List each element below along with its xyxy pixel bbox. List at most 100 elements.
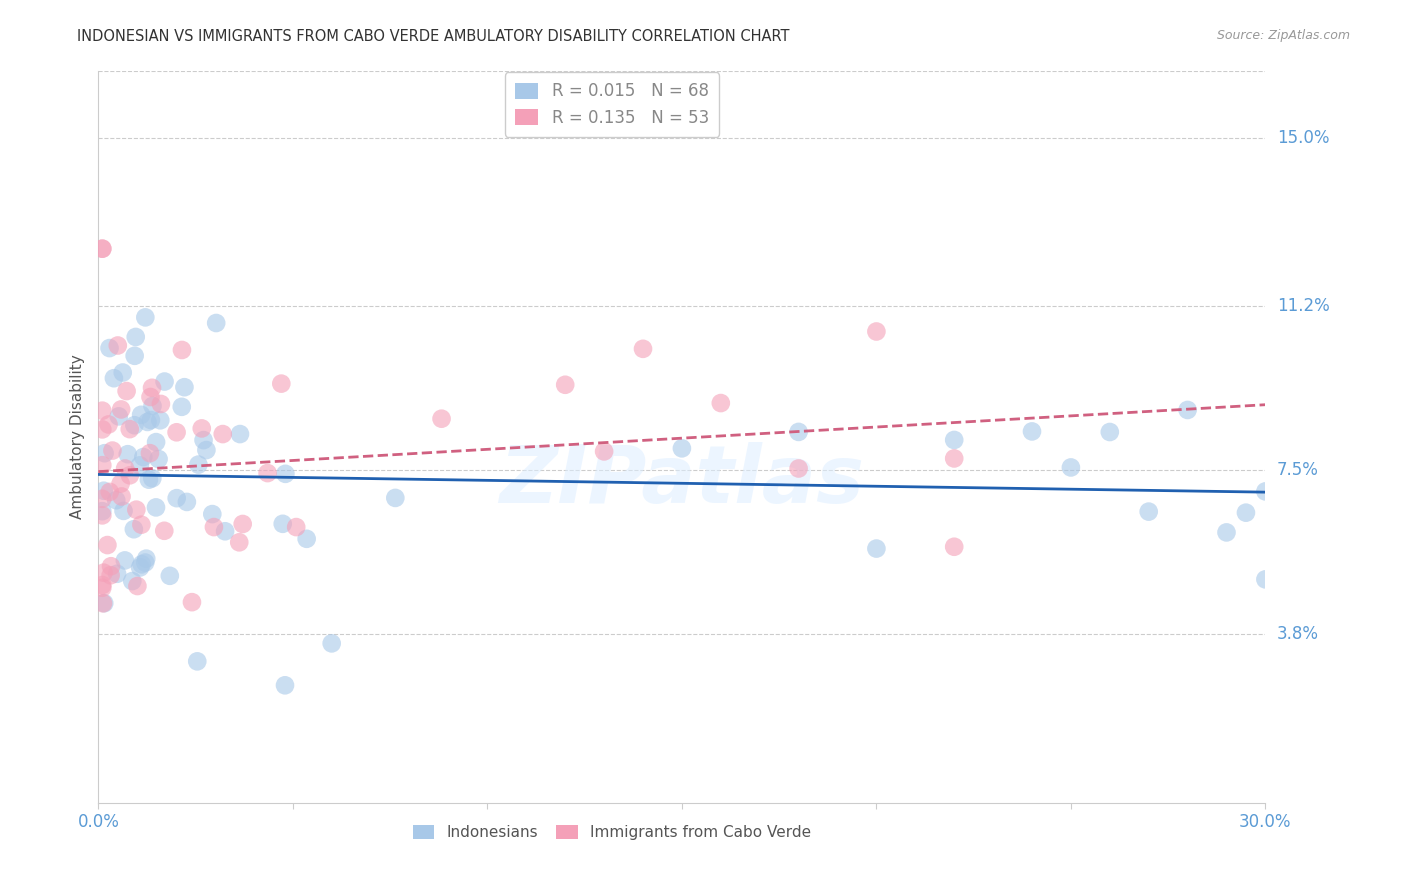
Point xyxy=(166,491,188,505)
Point xyxy=(229,427,252,442)
Point xyxy=(111,366,134,380)
Point xyxy=(270,376,292,391)
Point xyxy=(91,491,114,506)
Point xyxy=(93,483,115,498)
Point xyxy=(153,375,176,389)
Point xyxy=(191,421,214,435)
Point xyxy=(110,476,132,491)
Text: 11.2%: 11.2% xyxy=(1277,297,1330,315)
Point xyxy=(128,458,150,473)
Point xyxy=(91,581,114,595)
Point xyxy=(865,325,887,339)
Point xyxy=(112,504,135,518)
Point xyxy=(103,371,125,385)
Point xyxy=(127,579,149,593)
Point xyxy=(100,568,122,582)
Point xyxy=(131,517,153,532)
Point xyxy=(117,447,139,461)
Legend: Indonesians, Immigrants from Cabo Verde: Indonesians, Immigrants from Cabo Verde xyxy=(406,819,817,847)
Point xyxy=(384,491,406,505)
Point xyxy=(141,399,163,413)
Point xyxy=(149,413,172,427)
Point xyxy=(136,415,159,429)
Point xyxy=(170,400,193,414)
Point xyxy=(176,495,198,509)
Point xyxy=(228,535,250,549)
Point xyxy=(105,566,128,581)
Point xyxy=(271,516,294,531)
Point xyxy=(148,452,170,467)
Point xyxy=(139,446,162,460)
Point xyxy=(153,524,176,538)
Point xyxy=(181,595,204,609)
Point xyxy=(159,569,181,583)
Point xyxy=(943,540,966,554)
Point xyxy=(205,316,228,330)
Point xyxy=(201,507,224,521)
Point xyxy=(139,390,162,404)
Point xyxy=(118,468,141,483)
Text: 15.0%: 15.0% xyxy=(1277,128,1330,147)
Point xyxy=(124,349,146,363)
Point xyxy=(91,508,114,523)
Point xyxy=(91,242,114,256)
Point xyxy=(129,560,152,574)
Point xyxy=(1254,573,1277,587)
Point xyxy=(214,524,236,539)
Point xyxy=(187,458,209,472)
Point xyxy=(91,578,114,592)
Point xyxy=(110,402,132,417)
Point xyxy=(193,433,215,447)
Point xyxy=(91,458,114,473)
Point xyxy=(1021,425,1043,439)
Point xyxy=(295,532,318,546)
Point xyxy=(91,242,114,256)
Point xyxy=(97,417,120,432)
Point xyxy=(139,413,162,427)
Point xyxy=(274,467,297,481)
Point xyxy=(124,418,146,433)
Point xyxy=(91,504,114,518)
Point xyxy=(121,574,143,588)
Point xyxy=(101,443,124,458)
Point xyxy=(943,433,966,447)
Point xyxy=(1060,460,1083,475)
Point xyxy=(710,396,733,410)
Point xyxy=(105,493,128,508)
Point xyxy=(93,446,115,460)
Point xyxy=(321,636,343,650)
Point xyxy=(631,342,654,356)
Point xyxy=(145,435,167,450)
Text: ZIPatlas: ZIPatlas xyxy=(499,442,865,520)
Point xyxy=(430,411,453,425)
Point xyxy=(107,409,129,424)
Point xyxy=(149,397,172,411)
Point xyxy=(170,343,193,357)
Point xyxy=(122,522,145,536)
Point xyxy=(593,444,616,458)
Point xyxy=(285,520,308,534)
Text: INDONESIAN VS IMMIGRANTS FROM CABO VERDE AMBULATORY DISABILITY CORRELATION CHART: INDONESIAN VS IMMIGRANTS FROM CABO VERDE… xyxy=(77,29,790,44)
Point xyxy=(93,566,115,580)
Text: 7.5%: 7.5% xyxy=(1277,461,1319,479)
Point xyxy=(195,443,218,458)
Point xyxy=(100,559,122,574)
Point xyxy=(138,473,160,487)
Text: Source: ZipAtlas.com: Source: ZipAtlas.com xyxy=(1216,29,1350,42)
Point xyxy=(232,516,254,531)
Point xyxy=(98,341,121,355)
Point xyxy=(186,654,208,668)
Point xyxy=(211,427,233,442)
Point xyxy=(93,596,115,610)
Point xyxy=(141,471,163,485)
Y-axis label: Ambulatory Disability: Ambulatory Disability xyxy=(69,355,84,519)
Point xyxy=(145,500,167,515)
Point xyxy=(115,384,138,398)
Point xyxy=(166,425,188,440)
Point xyxy=(1254,484,1277,499)
Point xyxy=(96,538,118,552)
Point xyxy=(91,403,114,417)
Point xyxy=(1177,403,1199,417)
Point xyxy=(125,330,148,344)
Point xyxy=(131,558,153,572)
